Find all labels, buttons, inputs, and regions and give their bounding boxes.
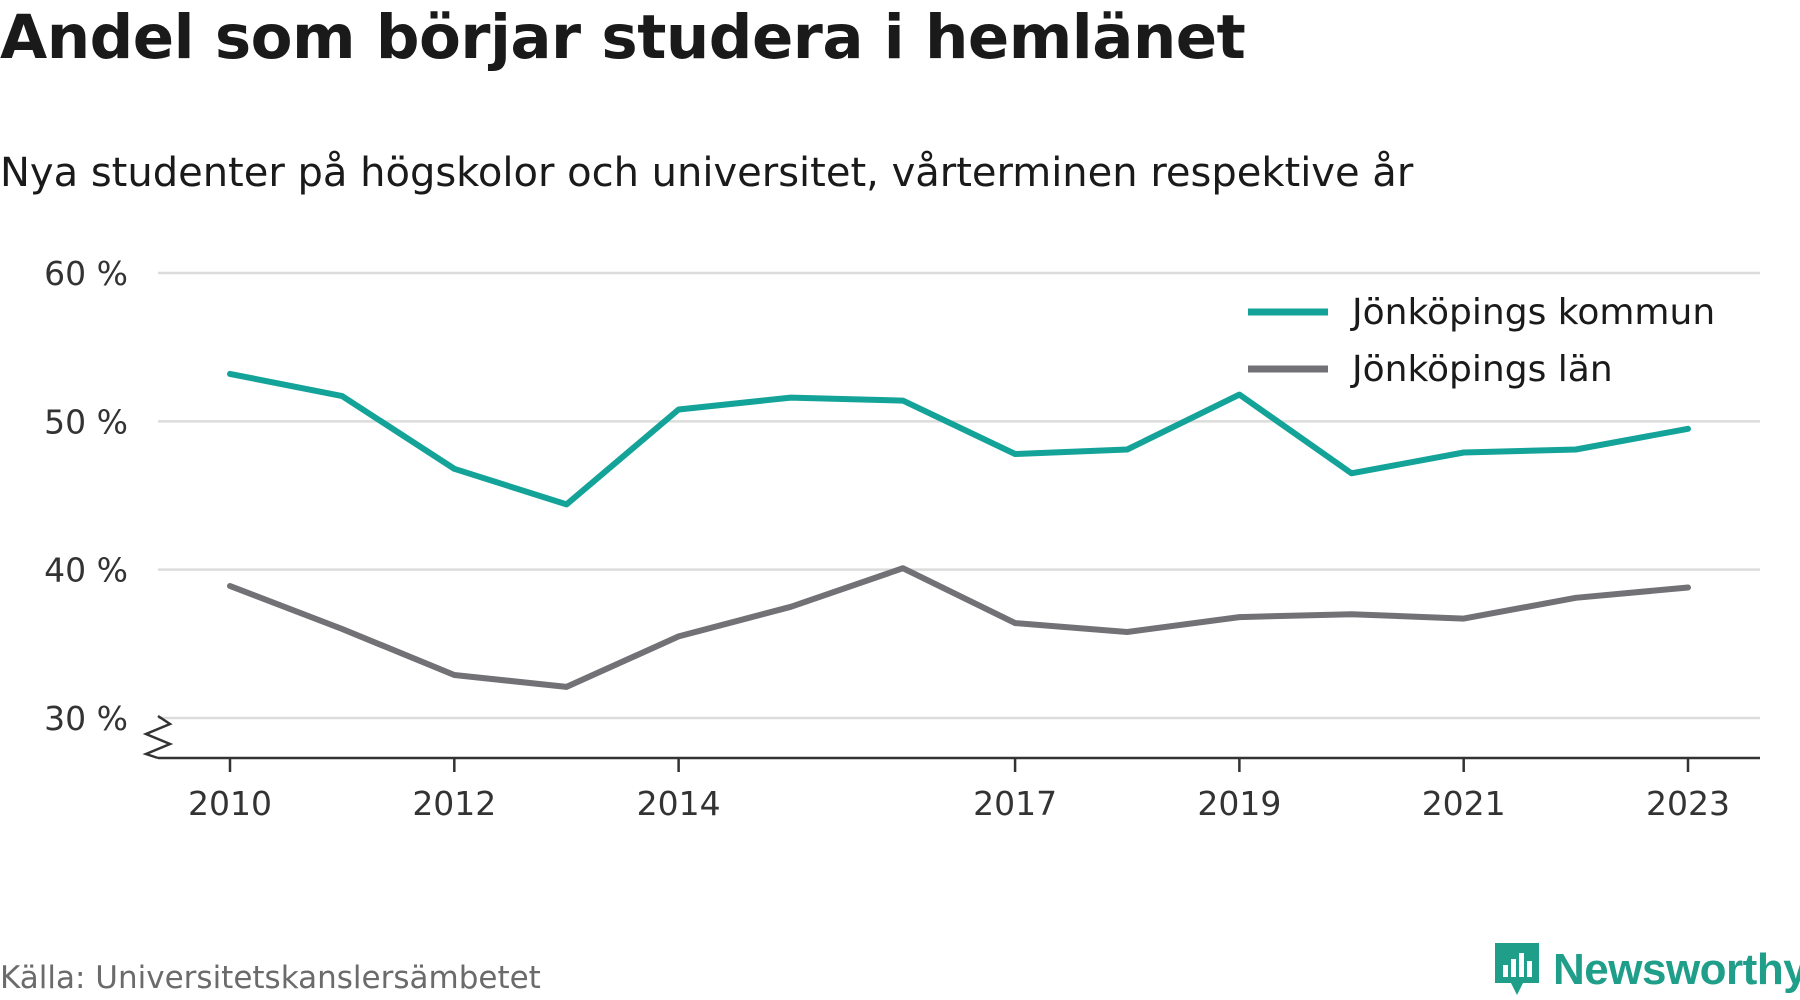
source-note: Källa: Universitetskanslersämbetet xyxy=(0,960,541,996)
legend-label: Jönköpings län xyxy=(1350,349,1613,390)
y-tick-label: 50 % xyxy=(44,402,128,441)
x-tick-label: 2023 xyxy=(1646,784,1730,823)
x-tick-label: 2021 xyxy=(1422,784,1506,823)
axis-break-zigzag xyxy=(142,714,174,760)
x-tick-label: 2017 xyxy=(973,784,1057,823)
axis-break-icon xyxy=(142,714,174,760)
y-tick-labels: 30 % 40 % 50 % 60 % xyxy=(44,254,128,738)
legend-label: Jönköpings kommun xyxy=(1350,292,1715,333)
bar-chart-pin-icon xyxy=(1495,943,1539,995)
x-tick-labels: 2010 2012 2014 2017 2019 2021 2023 xyxy=(188,784,1730,823)
chart-title: Andel som börjar studera i hemlänet xyxy=(0,2,1246,73)
logo-text: Newsworthy xyxy=(1553,945,1800,994)
x-axis xyxy=(158,756,1760,772)
newsworthy-logo: Newsworthy xyxy=(1493,940,1800,1000)
x-tick-label: 2010 xyxy=(188,784,272,823)
legend: Jönköpings kommun Jönköpings län xyxy=(1248,292,1715,390)
y-tick-label: 60 % xyxy=(44,254,128,293)
y-tick-label: 40 % xyxy=(44,551,128,590)
grid-lines xyxy=(158,271,1760,720)
x-tick-label: 2012 xyxy=(412,784,496,823)
series-line-lan xyxy=(227,565,1691,690)
x-tick-label: 2019 xyxy=(1197,784,1281,823)
series-line-kommun xyxy=(227,370,1691,508)
chart-subtitle: Nya studenter på högskolor och universit… xyxy=(0,150,1414,196)
x-tick-label: 2014 xyxy=(637,784,721,823)
series-lines xyxy=(227,370,1691,690)
y-tick-label: 30 % xyxy=(44,699,128,738)
